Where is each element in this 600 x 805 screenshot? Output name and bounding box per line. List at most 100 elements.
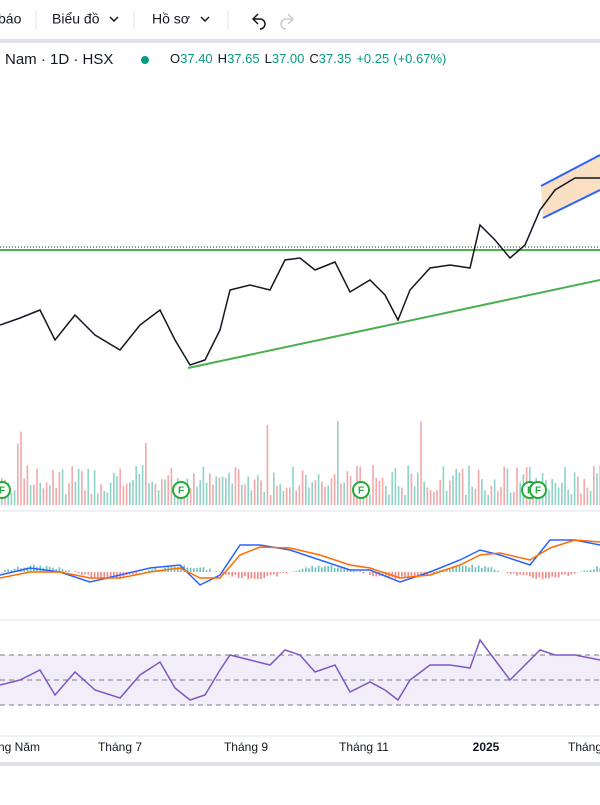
volume-bar [206, 483, 208, 505]
histogram-bar [529, 572, 531, 576]
volume-bar [142, 465, 144, 505]
redo-button[interactable] [281, 14, 293, 29]
volume-bar [337, 421, 339, 505]
toolbar-item[interactable]: Biểu đồ [52, 11, 100, 27]
volume-bar [110, 483, 112, 505]
histogram-bar [65, 571, 67, 572]
volume-bar [212, 484, 214, 505]
volume-bar [596, 473, 598, 505]
histogram-bar [574, 572, 576, 574]
volume-bar [14, 490, 16, 505]
volume-bar [548, 490, 550, 505]
volume-bar [17, 443, 19, 505]
histogram-bar [78, 572, 80, 574]
volume-bar [36, 468, 38, 505]
volume-bar [500, 487, 502, 505]
volume-bar [129, 482, 131, 505]
histogram-bar [321, 567, 323, 572]
volume-bar [91, 494, 93, 505]
time-label: ng Năm [0, 740, 40, 754]
histogram-bar [4, 570, 6, 572]
volume-bar [491, 486, 493, 505]
volume-bar [20, 432, 22, 505]
volume-bar [411, 474, 413, 505]
volume-bar [81, 471, 83, 505]
volume-bar [375, 478, 377, 505]
histogram-bar [84, 572, 86, 574]
toolbar-item[interactable]: báo [0, 11, 22, 27]
histogram-bar [270, 572, 272, 575]
histogram-bar [241, 572, 243, 578]
histogram-bar [507, 572, 509, 573]
volume-bar [308, 487, 310, 505]
histogram-bar [251, 572, 253, 579]
histogram-bar [548, 572, 550, 578]
volume-bar [126, 484, 128, 505]
time-label: Tháng [568, 740, 600, 754]
volume-bar [27, 465, 29, 505]
histogram-bar [356, 571, 358, 572]
volume-bar [404, 495, 406, 505]
volume-bar [430, 490, 432, 505]
histogram-bar [193, 568, 195, 572]
volume-bar [113, 473, 115, 505]
volume-bar [503, 467, 505, 505]
volume-bar [190, 488, 192, 505]
volume-bar [327, 485, 329, 505]
volume-bar [158, 490, 160, 505]
volume-bar [443, 466, 445, 505]
undo-button[interactable] [253, 14, 265, 29]
histogram-bar [257, 572, 259, 579]
volume-bar [139, 474, 141, 505]
volume-bar [33, 484, 35, 505]
volume-bar [231, 483, 233, 505]
histogram-bar [468, 567, 470, 572]
volume-bar [334, 474, 336, 505]
histogram-bar [279, 572, 281, 573]
volume-bar [574, 472, 576, 505]
volume-bar [46, 483, 48, 505]
histogram-bar [206, 570, 208, 572]
volume-bar [577, 476, 579, 505]
histogram-bar [273, 572, 275, 575]
histogram-bar [519, 572, 521, 575]
histogram-bar [7, 569, 9, 572]
histogram-bar [596, 566, 598, 572]
histogram-bar [564, 572, 566, 574]
volume-bar [324, 486, 326, 505]
volume-bar [401, 488, 403, 505]
histogram-bar [295, 571, 297, 572]
histogram-bar [497, 571, 499, 572]
volume-bar [571, 494, 573, 505]
volume-bar [209, 473, 211, 505]
volume-bar [84, 490, 86, 505]
histogram-bar [260, 572, 262, 579]
volume-bar [487, 495, 489, 505]
volume-bar [347, 471, 349, 505]
symbol[interactable]: Nam · 1D · HSX [5, 51, 113, 68]
histogram-bar [46, 566, 48, 572]
volume-bar [171, 468, 173, 505]
chevron [201, 17, 209, 21]
ohlc-label: C [309, 51, 318, 66]
volume-bar [78, 469, 80, 505]
time-label: Tháng 7 [98, 740, 142, 754]
histogram-bar [308, 568, 310, 572]
histogram-bar [68, 570, 70, 572]
histogram-bar [283, 572, 285, 573]
histogram-bar [471, 565, 473, 572]
histogram-bar [542, 572, 544, 579]
histogram-bar [551, 572, 553, 577]
volume-bar [196, 487, 198, 505]
volume-bar [407, 465, 409, 505]
histogram-bar [286, 572, 288, 573]
volume-bar [446, 491, 448, 505]
change: +0.25 [356, 51, 389, 66]
histogram-bar [75, 571, 77, 572]
volume-bar [414, 486, 416, 505]
toolbar-item[interactable]: Hồ sơ [152, 11, 190, 27]
volume-bar [167, 475, 169, 505]
volume-bar [260, 480, 262, 505]
volume-bar [417, 473, 419, 505]
